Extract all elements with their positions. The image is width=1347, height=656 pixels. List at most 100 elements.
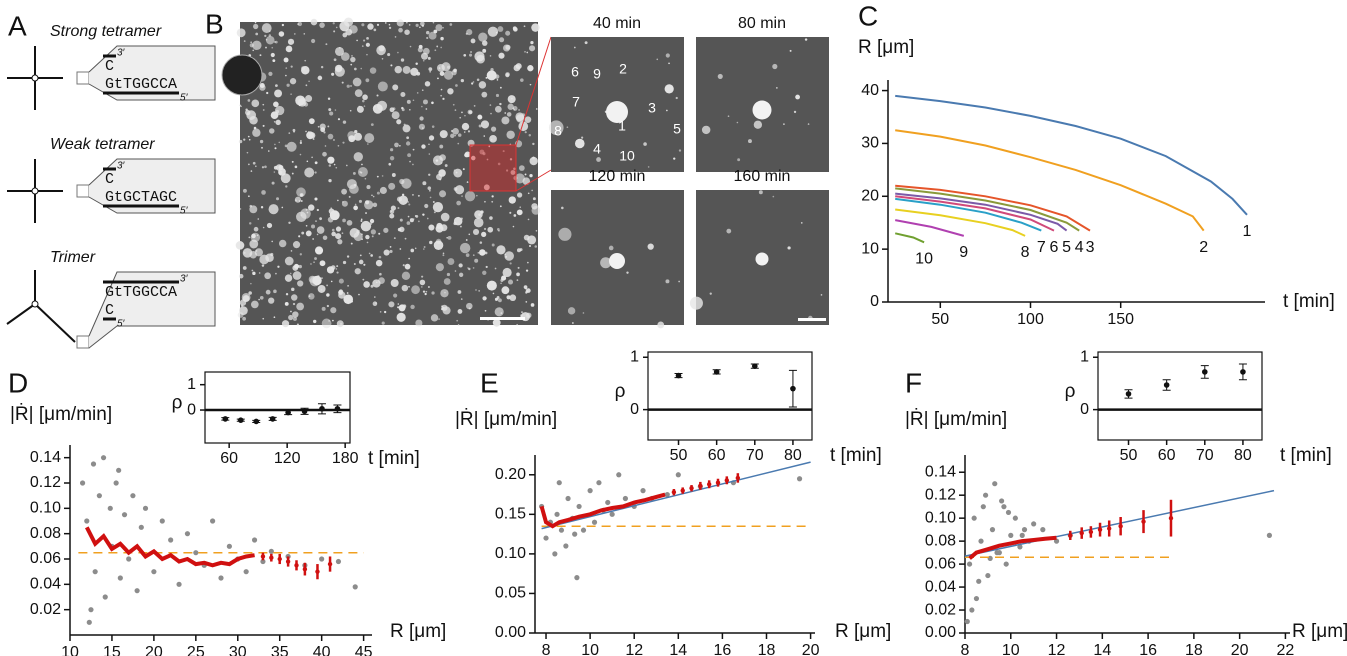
droplet (492, 292, 495, 295)
droplet (265, 46, 267, 49)
droplet (566, 126, 569, 129)
core (31, 187, 39, 195)
droplet (425, 30, 430, 35)
inset-y-label: ρ (172, 393, 183, 414)
droplet (489, 104, 492, 106)
droplet (371, 194, 373, 197)
droplet (527, 218, 530, 221)
droplet (472, 228, 480, 236)
droplet (496, 245, 506, 255)
droplet (335, 226, 342, 232)
droplet (249, 239, 259, 249)
droplet-number: 4 (593, 141, 601, 157)
droplet (346, 84, 350, 88)
data-point (994, 550, 1000, 556)
droplet (370, 254, 373, 257)
droplet (518, 165, 525, 171)
droplet (442, 252, 445, 255)
droplet (399, 248, 402, 250)
droplet (236, 28, 246, 38)
strand: C (105, 302, 114, 319)
droplet (487, 26, 499, 37)
droplet (490, 126, 497, 132)
y-tick-label: 30 (861, 135, 879, 152)
droplet (351, 55, 353, 57)
droplet (298, 235, 301, 238)
droplet (291, 160, 294, 163)
droplet (333, 163, 336, 166)
x-axis-label: t [min] (1283, 291, 1335, 312)
droplet (409, 108, 411, 111)
droplet (498, 52, 505, 59)
droplet (783, 123, 785, 125)
curve (894, 232, 925, 244)
droplet (428, 173, 431, 176)
droplet (308, 293, 315, 300)
inset-y-tick-label: 0 (1080, 401, 1089, 418)
droplet (371, 235, 374, 238)
droplet (387, 53, 391, 57)
data-point (616, 472, 622, 478)
droplet (479, 149, 485, 155)
droplet (341, 81, 344, 84)
inset-y-tick-label: 1 (1080, 348, 1089, 365)
droplet (338, 290, 343, 295)
droplet (647, 243, 654, 250)
droplet (306, 131, 314, 140)
data-point (580, 527, 587, 533)
inset-point (222, 416, 229, 422)
droplet (522, 177, 531, 186)
strand-end: 5′ (180, 93, 189, 104)
droplet (795, 94, 800, 100)
droplet (321, 277, 323, 279)
droplet (278, 239, 287, 248)
x-tick-label: 22 (1277, 642, 1295, 656)
inset-x-tick-label: 60 (220, 450, 238, 467)
inset-y-tick-label: 1 (187, 376, 196, 393)
droplet (374, 296, 376, 298)
data-point (971, 515, 977, 521)
droplet (348, 195, 351, 198)
droplet (524, 116, 532, 123)
droplet (317, 75, 323, 81)
droplet (299, 153, 302, 156)
droplet-number: 10 (619, 148, 635, 164)
droplet (561, 206, 564, 210)
droplet (261, 264, 265, 267)
droplet (366, 36, 369, 40)
panel-b: B 40 min 80 min 120 min 160 min 1 2 3 4 5 6 78 9 10 (205, 8, 829, 329)
droplet (465, 239, 468, 241)
binned-point (1141, 519, 1146, 524)
droplet (513, 167, 516, 171)
data-point (138, 524, 144, 530)
data-point (609, 511, 615, 517)
droplet (755, 252, 769, 266)
data-point (352, 584, 358, 590)
droplet (305, 208, 308, 211)
x-tick-label: 12 (625, 642, 643, 656)
droplet (272, 59, 276, 63)
droplet (494, 105, 502, 113)
droplet (516, 114, 525, 123)
data-point (1005, 509, 1012, 516)
droplet (531, 205, 541, 215)
x-tick-label: 25 (187, 644, 205, 656)
y-tick-label: 0.05 (495, 585, 526, 602)
scale-bar (798, 318, 826, 321)
droplet (424, 292, 427, 296)
data-point (142, 505, 149, 511)
droplet (737, 158, 741, 162)
data-point (1040, 527, 1046, 533)
droplet (390, 210, 393, 212)
data-point (243, 569, 249, 575)
droplet (421, 105, 423, 108)
droplet (322, 235, 328, 241)
droplet (274, 143, 276, 146)
droplet (255, 165, 257, 168)
droplet (507, 103, 514, 110)
droplet (494, 307, 504, 317)
droplet (253, 226, 259, 232)
inset-point (319, 405, 325, 412)
droplet (297, 21, 303, 27)
